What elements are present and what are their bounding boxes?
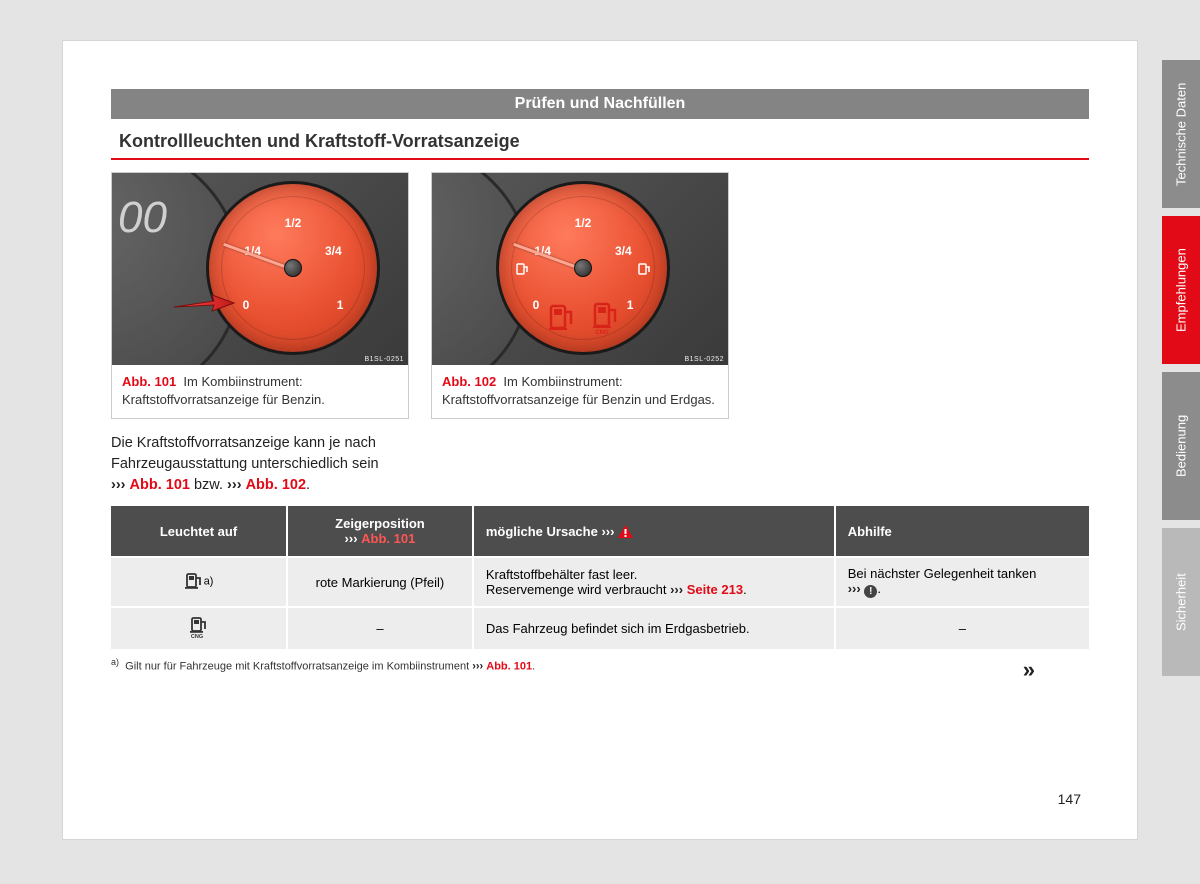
figure-102-image: 0 1/4 1/2 3/4 1 CNG [432, 173, 728, 365]
table-row: a) rote Markierung (Pfeil) Kraftstoffbeh… [111, 557, 1089, 607]
page-header: Prüfen und Nachfüllen [111, 89, 1089, 119]
tab-empfehlungen[interactable]: Empfehlungen [1162, 216, 1200, 364]
section-title: Kontrollleuchten und Kraftstoff-Vorratsa… [111, 123, 1089, 160]
info-circle-icon: ! [864, 585, 877, 598]
cell-cause: Kraftstoffbehälter fast leer. Reservemen… [473, 557, 835, 607]
cell-remedy: Bei nächster Gelegenheit tanken ››› !. [835, 557, 1089, 607]
figure-101-caption: Abb. 101 Im Kombiinstrument: Kraftstoffv… [112, 365, 408, 418]
fuel-pump-small-icon [637, 262, 651, 276]
page: Prüfen und Nachfüllen Kontrollleuchten u… [62, 40, 1138, 840]
cell-position: – [287, 607, 473, 649]
sidebar-tabs: Technische Daten Empfehlungen Bedienung … [1162, 60, 1200, 684]
cell-icon-cng: CNG [111, 607, 287, 649]
col-position: Zeigerposition ››› Abb. 101 [287, 506, 473, 557]
page-number: 147 [1058, 791, 1081, 807]
tab-techdaten[interactable]: Technische Daten [1162, 60, 1200, 208]
cng-pump-icon: CNG [591, 300, 621, 334]
fuel-gauge-dial: 0 1/4 1/2 3/4 1 [206, 181, 380, 355]
image-id: B1SL-0252 [684, 356, 724, 363]
image-id: B1SL-0251 [364, 356, 404, 363]
continue-arrow-icon: » [1023, 657, 1035, 683]
col-lights: Leuchtet auf [111, 506, 287, 557]
svg-text:CNG: CNG [595, 330, 609, 334]
fuel-pump-small-icon [515, 262, 529, 276]
figure-ref: Abb. 102 [442, 374, 496, 389]
red-arrow-icon [172, 293, 236, 313]
figures-row: 00 0 1/4 1/2 3/4 1 [111, 172, 1089, 419]
warning-triangle-icon [618, 525, 633, 538]
fuel-pump-icon [184, 572, 204, 590]
fuel-gauge-dial-cng: 0 1/4 1/2 3/4 1 CNG [496, 181, 670, 355]
figure-ref: Abb. 101 [122, 374, 176, 389]
cell-icon-fuel: a) [111, 557, 287, 607]
svg-text:CNG: CNG [190, 634, 202, 638]
warning-table: Leuchtet auf Zeigerposition ››› Abb. 101… [111, 506, 1089, 649]
tab-bedienung[interactable]: Bedienung [1162, 372, 1200, 520]
intro-paragraph: Die Kraftstoffvorratsanzeige kann je nac… [111, 433, 411, 496]
figure-101: 00 0 1/4 1/2 3/4 1 [111, 172, 409, 419]
table-header-row: Leuchtet auf Zeigerposition ››› Abb. 101… [111, 506, 1089, 557]
col-remedy: Abhilfe [835, 506, 1089, 557]
cell-remedy: – [835, 607, 1089, 649]
col-cause: mögliche Ursache ››› [473, 506, 835, 557]
cng-pump-icon: CNG [189, 616, 209, 638]
figure-102: 0 1/4 1/2 3/4 1 CNG [431, 172, 729, 419]
fuel-pump-icon [547, 302, 577, 332]
page-content: Prüfen und Nachfüllen Kontrollleuchten u… [111, 89, 1089, 673]
tab-sicherheit[interactable]: Sicherheit [1162, 528, 1200, 676]
cell-cause: Das Fahrzeug befindet sich im Erdgasbetr… [473, 607, 835, 649]
figure-101-image: 00 0 1/4 1/2 3/4 1 [112, 173, 408, 365]
footnote: a) Gilt nur für Fahrzeuge mit Kraftstoff… [111, 657, 1089, 673]
figure-102-caption: Abb. 102 Im Kombiinstrument: Kraftstoffv… [432, 365, 728, 418]
table-row: CNG – Das Fahrzeug befindet sich im Erdg… [111, 607, 1089, 649]
cell-position: rote Markierung (Pfeil) [287, 557, 473, 607]
